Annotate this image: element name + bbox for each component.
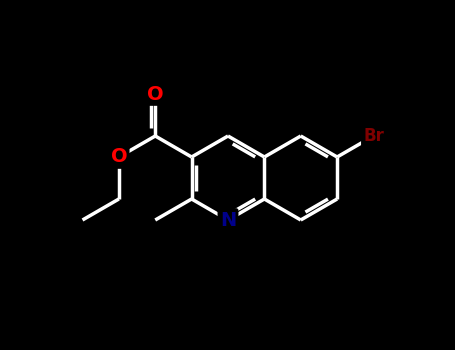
Text: N: N	[220, 210, 236, 230]
Text: O: O	[111, 147, 127, 167]
Text: Br: Br	[363, 127, 384, 145]
Text: O: O	[147, 84, 163, 104]
